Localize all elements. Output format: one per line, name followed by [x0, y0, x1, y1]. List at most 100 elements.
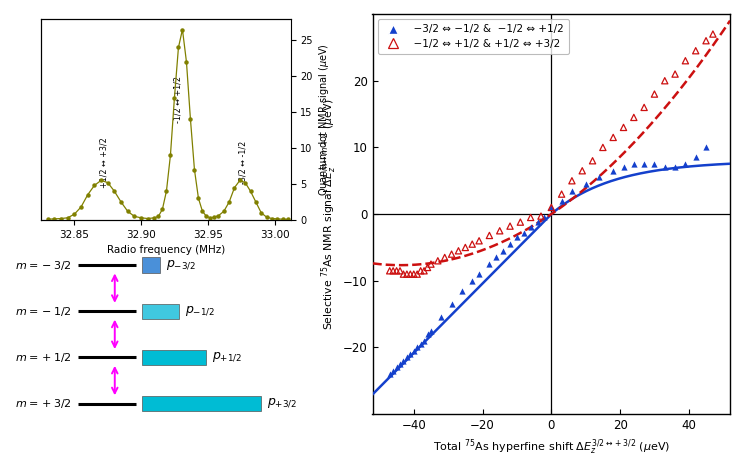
Point	[556, 197, 568, 205]
Point	[484, 232, 495, 239]
Point	[456, 287, 468, 294]
Point	[648, 90, 660, 98]
Text: $p_{+3/2}$: $p_{+3/2}$	[267, 397, 297, 410]
Point	[504, 241, 516, 248]
Point	[700, 37, 712, 44]
Point	[679, 161, 691, 168]
Point	[390, 364, 402, 371]
Point	[394, 360, 406, 368]
Point	[405, 351, 416, 358]
Point	[535, 212, 547, 220]
X-axis label: Total $^{75}$As hyperfine shift $\Delta E_z^{3/2\leftrightarrow+3/2}$ ($\mu$eV): Total $^{75}$As hyperfine shift $\Delta …	[433, 438, 670, 457]
Bar	[142, 396, 261, 411]
Point	[607, 134, 619, 141]
Point	[387, 267, 399, 275]
Point	[648, 161, 660, 168]
Legend:   −3/2 ⇔ −1/2 &  −1/2 ⇔ +1/2,   −1/2 ⇔ +1/2 & +1/2 ⇔ +3/2: −3/2 ⇔ −1/2 & −1/2 ⇔ +1/2, −1/2 ⇔ +1/2 &…	[378, 19, 569, 54]
Point	[446, 250, 457, 258]
Point	[618, 164, 630, 171]
X-axis label: Radio frequency (MHz): Radio frequency (MHz)	[107, 245, 225, 255]
Point	[401, 354, 413, 361]
Y-axis label: Selective $^{75}$As NMR signal $\Delta E_z^{m\leftrightarrow m+2}$ ($\mu$eV): Selective $^{75}$As NMR signal $\Delta E…	[319, 98, 339, 330]
Point	[460, 244, 472, 251]
Point	[425, 260, 437, 268]
Text: -3/2 ↔ -1/2: -3/2 ↔ -1/2	[238, 141, 247, 184]
Point	[473, 271, 485, 278]
Point	[452, 247, 464, 255]
Point	[690, 47, 702, 54]
Point	[425, 327, 437, 335]
Point	[566, 177, 578, 184]
Point	[422, 264, 434, 271]
Point	[435, 314, 447, 321]
Point	[415, 340, 427, 348]
Point	[466, 277, 478, 285]
Point	[524, 224, 536, 231]
Text: $m = -1/2$: $m = -1/2$	[15, 305, 72, 318]
Point	[408, 347, 419, 355]
Point	[418, 337, 430, 344]
Point	[607, 167, 619, 175]
Point	[446, 300, 457, 308]
Bar	[142, 350, 206, 365]
Point	[700, 144, 712, 151]
Text: $m = +1/2$: $m = +1/2$	[15, 351, 72, 364]
Point	[669, 164, 681, 171]
Point	[566, 187, 578, 195]
Point	[707, 30, 719, 38]
Text: $m = +3/2$: $m = +3/2$	[15, 397, 72, 410]
Text: $p_{-3/2}$: $p_{-3/2}$	[166, 258, 196, 272]
Text: $m = -3/2$: $m = -3/2$	[15, 259, 72, 271]
Point	[390, 267, 402, 275]
Point	[638, 161, 650, 168]
Point	[524, 214, 536, 221]
Point	[473, 237, 485, 244]
Point	[532, 219, 544, 226]
Point	[597, 144, 609, 151]
Point	[484, 260, 495, 268]
Point	[405, 271, 416, 278]
Text: $p_{-1/2}$: $p_{-1/2}$	[186, 305, 215, 318]
Point	[514, 219, 526, 226]
Point	[411, 271, 423, 278]
Point	[387, 367, 399, 374]
Text: $p_{+1/2}$: $p_{+1/2}$	[212, 351, 243, 364]
Point	[422, 330, 434, 338]
Point	[439, 254, 451, 261]
Point	[545, 204, 557, 211]
Point	[504, 222, 516, 230]
Point	[398, 357, 410, 365]
Point	[690, 154, 702, 161]
Point	[394, 267, 406, 275]
Point	[490, 254, 502, 261]
Point	[497, 247, 509, 255]
Text: -1/2 ↔ +1/2: -1/2 ↔ +1/2	[174, 76, 183, 123]
Point	[384, 267, 396, 275]
Point	[401, 271, 413, 278]
Bar	[142, 304, 179, 319]
Point	[494, 227, 506, 234]
Point	[628, 114, 640, 121]
Point	[384, 371, 396, 378]
Point	[518, 229, 530, 236]
Point	[580, 180, 592, 188]
Point	[586, 157, 598, 165]
Point	[466, 241, 478, 248]
Point	[545, 204, 557, 211]
Point	[398, 271, 410, 278]
Text: +1/2 ↔ +3/2: +1/2 ↔ +3/2	[99, 137, 108, 188]
Point	[511, 234, 523, 241]
Point	[618, 124, 630, 131]
Point	[638, 103, 650, 111]
Point	[539, 214, 551, 221]
Y-axis label: Quantum dot NMR signal ($\mu$eV): Quantum dot NMR signal ($\mu$eV)	[317, 43, 331, 196]
Point	[594, 174, 606, 181]
Point	[432, 257, 444, 264]
Point	[418, 267, 430, 275]
Bar	[142, 257, 159, 273]
Point	[556, 190, 568, 198]
Point	[408, 271, 419, 278]
Point	[415, 267, 427, 275]
Point	[577, 167, 589, 175]
Point	[411, 344, 423, 351]
